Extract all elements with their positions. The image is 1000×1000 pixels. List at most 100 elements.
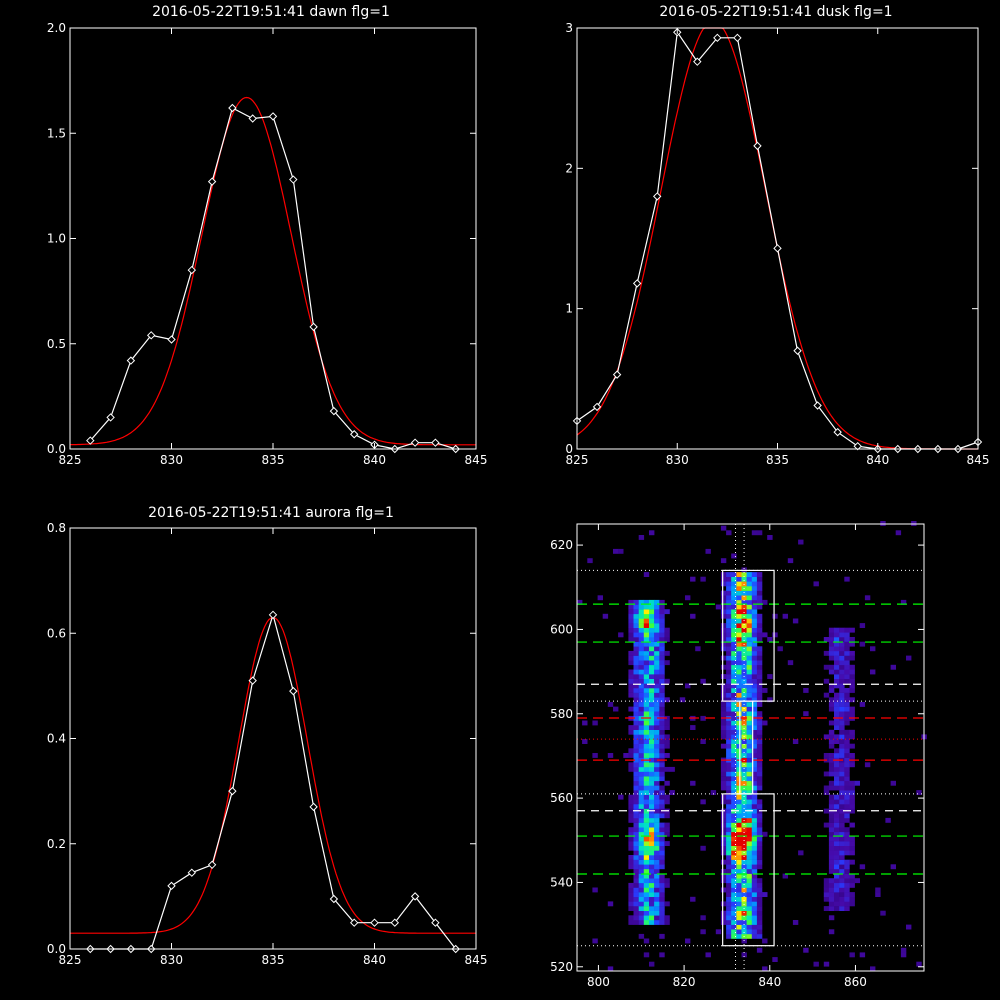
heatmap-cell (654, 604, 660, 610)
aurora-x-tick-label: 835 (262, 953, 285, 967)
heatmap-cell (643, 915, 650, 921)
heatmap-cell (633, 613, 639, 619)
heatmap-cell (720, 683, 727, 689)
heatmap-cell (736, 836, 742, 842)
heatmap-cell (700, 739, 706, 744)
heatmap-cell (839, 808, 845, 814)
heatmap-cell (746, 586, 752, 591)
heatmap-cell (746, 794, 752, 800)
heatmap-cell (741, 794, 747, 800)
heatmap-cell (731, 660, 737, 666)
heatmap-cell (628, 627, 634, 633)
heatmap-cell (659, 887, 665, 893)
heatmap-cell (844, 794, 850, 800)
heatmap-cell (649, 753, 655, 758)
heatmap-cell (834, 892, 840, 897)
aurora-y-tick-label: 0.0 (47, 942, 66, 956)
heatmap-cell (628, 613, 634, 619)
heatmap-cell (736, 817, 742, 823)
heatmap-cell (731, 757, 737, 763)
heatmap-cell (664, 822, 670, 828)
heatmap-cell (633, 920, 639, 925)
heatmap-cell (643, 790, 650, 795)
heatmap-cell (741, 841, 747, 846)
heatmap-cell (849, 729, 855, 735)
heatmap-cell (746, 762, 752, 768)
aurora-y-tick-label: 0.2 (47, 837, 66, 851)
heatmap-cell (654, 678, 660, 684)
heatmap-cell (643, 692, 650, 698)
heatmap-cell (628, 678, 634, 684)
heatmap-cell (756, 845, 763, 851)
heatmap-cell (633, 720, 639, 726)
heatmap-cell (649, 855, 655, 860)
heatmap-cell (751, 595, 758, 601)
heatmap-cell (756, 595, 763, 601)
heatmap-cell (654, 720, 660, 726)
heatmap-cell (649, 748, 655, 754)
heatmap-cell (751, 929, 758, 935)
heatmap-cell (844, 576, 850, 582)
heatmap-cell (844, 688, 850, 693)
heatmap-cell (751, 702, 758, 707)
heatmap-cell (654, 841, 660, 846)
heatmap-cell (659, 896, 665, 902)
heatmap-cell (751, 868, 758, 874)
heatmap-cell (638, 641, 645, 647)
heatmap-cell (756, 915, 763, 921)
dawn-data-point (268, 112, 278, 121)
heatmap-cell (736, 762, 742, 768)
heatmap-cell (638, 836, 645, 842)
heatmap-cell (736, 887, 742, 893)
heatmap-cell (638, 739, 645, 744)
heatmap-cell (726, 669, 732, 675)
heatmap-cell (839, 632, 845, 638)
heatmap-cell (731, 595, 737, 601)
heatmap-cell (834, 850, 840, 856)
heatmap-cell (700, 915, 706, 921)
heatmap-cell (659, 920, 665, 925)
heatmap-cell (741, 627, 747, 633)
dusk-y-tick-label: 0 (565, 442, 573, 456)
heatmap-cell (828, 882, 835, 888)
heatmap-cell (649, 530, 655, 536)
dusk-data-point (612, 370, 622, 379)
heatmap-cell (849, 892, 855, 897)
heatmap-cell (638, 599, 645, 605)
heatmap-cell (664, 799, 670, 805)
heatmap-cell (828, 836, 835, 842)
heatmap-cell (649, 771, 655, 777)
heatmap-cell (649, 757, 655, 763)
heatmap-cell (731, 599, 737, 605)
heatmap-cell (633, 776, 639, 782)
heatmap-cell (649, 859, 655, 865)
heatmap-cell (654, 827, 660, 833)
heatmap-cell (741, 599, 747, 605)
heatmap-cell (638, 748, 645, 754)
heatmap-cell (720, 822, 727, 828)
heatmap-cell (834, 632, 840, 638)
heatmap-cell (736, 766, 742, 772)
heatmap-cell (664, 780, 670, 786)
heatmap-cell (649, 697, 655, 703)
heatmap-cell (649, 650, 655, 656)
heatmap-cell (726, 646, 732, 652)
heatmap-cell (746, 627, 752, 633)
heatmap-cell (823, 887, 830, 893)
heatmap-cell (731, 924, 737, 930)
heatmap-cell (633, 646, 639, 652)
heatmap-cell (741, 892, 747, 897)
heatmap-cell (787, 558, 794, 564)
heatmap-cell (731, 711, 737, 717)
heatmap-cell (649, 632, 655, 638)
heatmap-cell (628, 762, 634, 768)
heatmap-cell (720, 692, 727, 698)
heatmap-cell (638, 831, 645, 837)
heatmap-cell (726, 734, 732, 740)
heatmap-cell (844, 706, 850, 712)
heatmap-cell (720, 711, 727, 717)
heatmap-cell (751, 808, 758, 814)
heatmap-cell (649, 910, 655, 916)
heatmap-cell (751, 627, 758, 633)
